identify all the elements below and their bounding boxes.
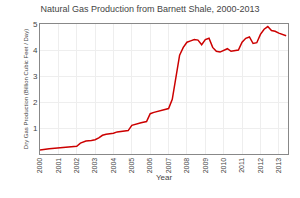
svg-text:2010: 2010 [220,158,227,174]
svg-text:2009: 2009 [202,158,209,174]
svg-text:5: 5 [33,20,38,29]
svg-text:2012: 2012 [257,158,264,174]
svg-text:4: 4 [33,46,38,55]
svg-text:3: 3 [33,72,38,81]
svg-text:2008: 2008 [183,158,190,174]
svg-text:2: 2 [33,98,38,107]
svg-text:2001: 2001 [55,158,62,174]
svg-text:2004: 2004 [110,158,117,174]
svg-text:2007: 2007 [165,158,172,174]
svg-text:2003: 2003 [91,158,98,174]
svg-text:1: 1 [33,124,38,133]
svg-text:2000: 2000 [36,158,43,174]
svg-text:2006: 2006 [146,158,153,174]
svg-text:Natural Gas Production from Ba: Natural Gas Production from Barnett Shal… [40,4,259,14]
svg-text:2011: 2011 [238,158,245,173]
svg-text:2013: 2013 [275,158,282,174]
svg-text:2005: 2005 [128,158,135,174]
svg-text:2002: 2002 [73,158,80,174]
svg-text:Dry Gas Production (Billion Cu: Dry Gas Production (Billion Cubic Feet /… [23,29,29,149]
svg-text:Year: Year [156,173,173,182]
